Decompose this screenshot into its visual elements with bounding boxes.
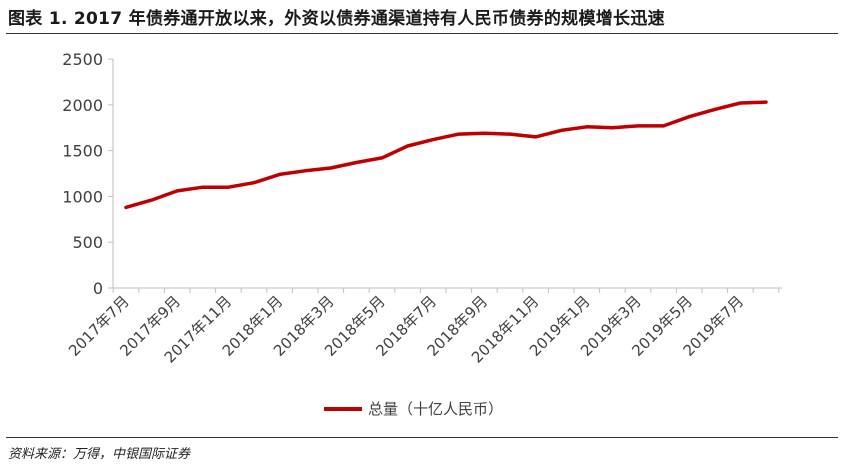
y-axis: 0 500 1000 1500 2000 2500 — [62, 50, 114, 298]
series-layer — [124, 100, 768, 210]
legend-swatch — [324, 406, 362, 411]
y-tick-label: 500 — [72, 233, 103, 252]
y-tick-label: 0 — [93, 279, 103, 298]
bottom-rule — [6, 437, 838, 438]
series-line — [124, 100, 768, 210]
y-tick-label: 2000 — [62, 96, 103, 115]
x-axis: 2017年7月2017年9月2017年11月2018年1月2018年3月2018… — [65, 287, 782, 367]
figure-title: 图表 1. 2017 年债券通开放以来，外资以债券通渠道持有人民币债券的规模增长… — [8, 9, 665, 29]
y-tick-label: 2500 — [62, 50, 103, 69]
y-tick-label: 1000 — [62, 187, 103, 206]
top-rule — [6, 33, 838, 34]
source-note: 资料来源：万得，中银国际证券 — [8, 447, 191, 462]
legend-label: 总量（十亿人民币） — [368, 400, 504, 418]
legend: 总量（十亿人民币） — [324, 398, 503, 419]
y-tick-label: 1500 — [62, 142, 103, 161]
